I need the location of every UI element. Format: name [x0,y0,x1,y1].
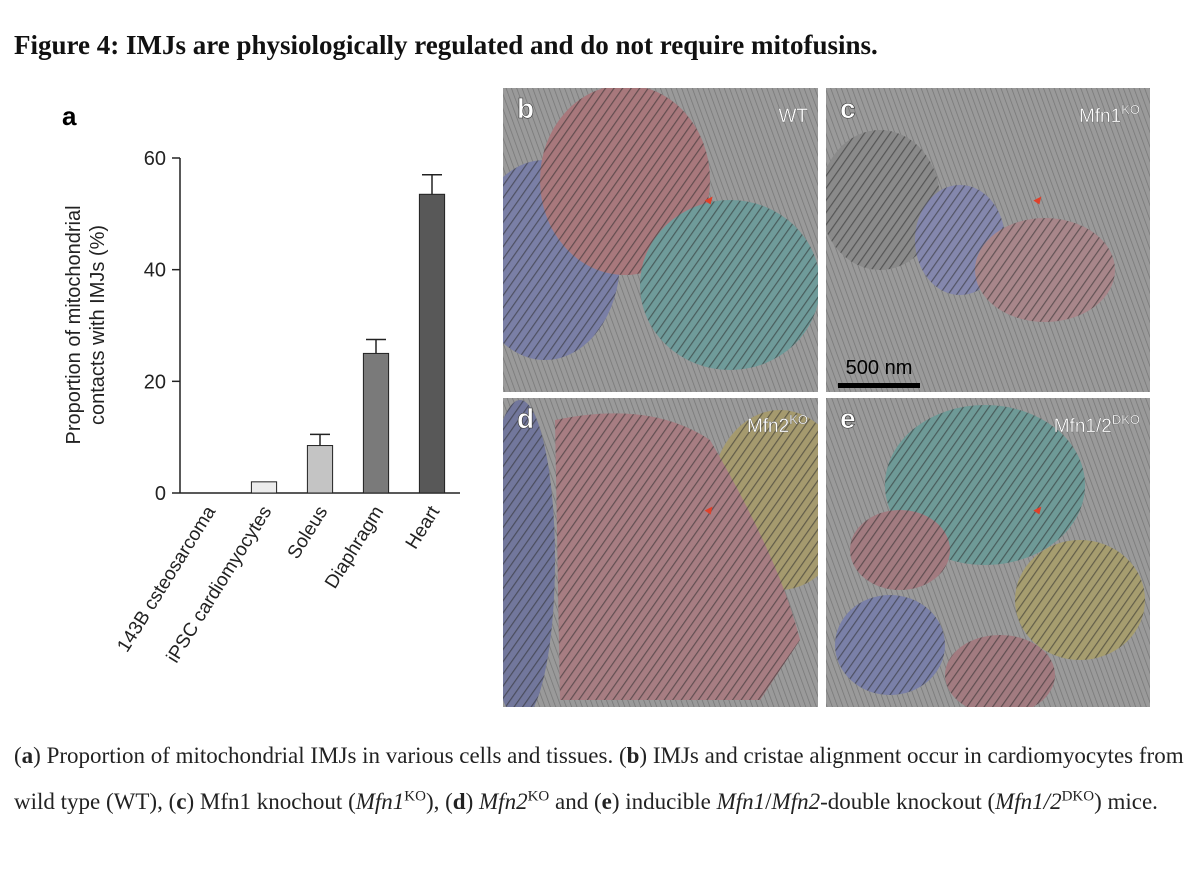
y-axis-label: Proportion of mitochondrial [63,205,85,444]
caption-segment: Mfn2 [771,789,821,814]
caption-segment: ) [465,789,480,814]
caption-segment: ) IMJs and cristae alignment occur in ca… [14,743,1184,814]
x-tick-label: Soleus [284,503,333,563]
figure: a Proportion of mitochondrial contacts wit… [62,88,1150,707]
caption-segment: ) Proportion of mitochondrial IMJs in va… [33,743,627,768]
genotype-label: Mfn1/2DKO [1054,412,1140,437]
x-tick-label: 143B csteosarcoma [113,502,220,656]
caption-segment: KO [404,788,426,805]
figure-title: Figure 4: IMJs are physiologically regul… [14,30,878,60]
y-tick-label: 60 [144,148,166,170]
caption: (a) Proportion of mitochondrial IMJs in … [14,733,1189,825]
x-tick-label: Diaphragm [321,503,388,593]
genotype-sup: KO [1121,102,1140,117]
caption-segment: b [626,743,640,768]
panel-letter: b [517,93,534,124]
caption-segment: and ( [549,789,602,814]
genotype-sup: DKO [1112,412,1140,427]
caption-segment: DKO [1061,788,1095,805]
micrograph-e [826,398,1150,707]
panel-letter: c [840,93,856,124]
x-tick-label: iPSC cardiomyocytes [163,503,276,667]
panel-letter: d [517,403,534,434]
genotype-label: WT [778,106,808,127]
panel-letter: e [840,403,856,434]
caption-segment: c [176,789,187,814]
caption-segment: Mfn1 [355,789,405,814]
x-tick-label: Heart [402,502,445,553]
caption-segment: Mfn2 [479,789,528,814]
bar [306,445,334,494]
panel-letter: a [62,101,77,131]
caption-segment: a [21,743,34,768]
caption-segment: KO [527,788,550,805]
caption-segment: ) Mfn1 knochout ( [186,789,356,814]
micrograph-c [826,88,1150,392]
caption-segment: Mfn1/2 [995,789,1062,814]
caption-segment: e [601,789,612,814]
y-axis-label: contacts with IMJs (%) [87,225,109,425]
scale-bar-label: 500 nm [846,357,913,379]
genotype-base: WT [778,106,808,127]
genotype-sup: KO [789,412,808,427]
caption-segment: ) mice. [1094,789,1158,814]
caption-segment: ) inducible [611,789,717,814]
caption-segment: ( [14,743,22,768]
contact-arrow [1033,196,1042,205]
caption-segment: -double knockout ( [820,789,996,814]
genotype-base: Mfn1 [1079,106,1121,127]
caption-segment: Mfn1 [716,789,766,814]
bar [250,481,278,494]
y-tick-label: 40 [144,260,166,282]
caption-segment: d [452,789,466,814]
genotype-base: Mfn2 [747,416,789,437]
y-tick-label: 20 [144,371,166,393]
genotype-base: Mfn1/2 [1054,416,1112,437]
bar [418,193,446,494]
bar [362,352,390,494]
caption-segment: / [765,789,772,814]
genotype-label: Mfn1KO [1079,102,1140,127]
genotype-label: Mfn2KO [747,412,808,437]
contact-arrow [704,196,713,205]
y-tick-label: 0 [155,483,166,505]
micrograph-b [503,88,818,392]
micrograph-d [503,398,818,707]
caption-segment: ), ( [425,789,453,814]
contact-arrow [704,506,713,515]
contact-arrow [1033,506,1042,515]
